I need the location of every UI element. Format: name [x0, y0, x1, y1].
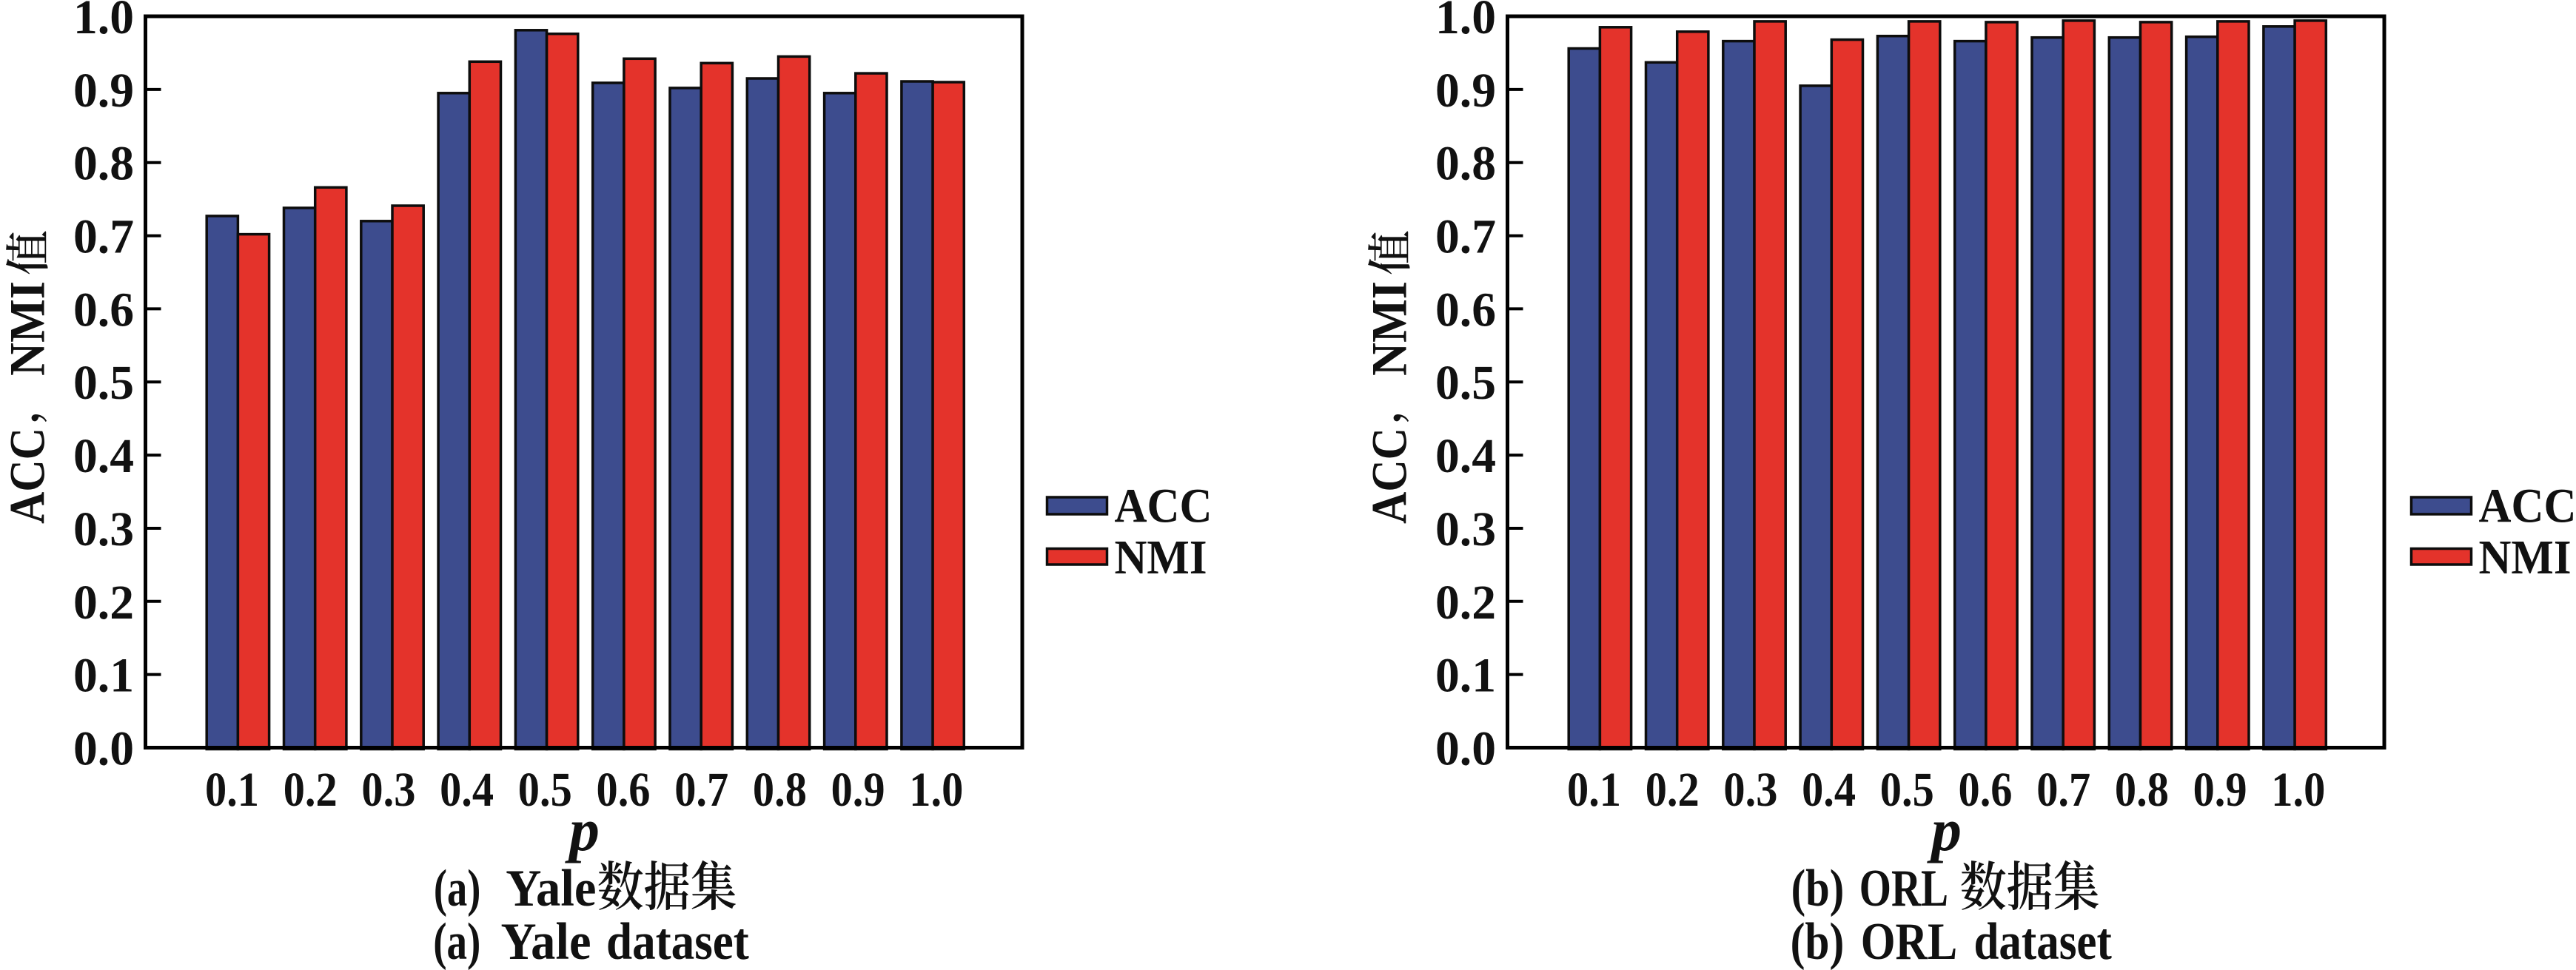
svg-text:0.3: 0.3: [1723, 763, 1777, 817]
svg-text:0.0: 0.0: [1435, 722, 1496, 776]
svg-text:0.9: 0.9: [73, 64, 134, 118]
svg-text:0.7: 0.7: [2036, 763, 2090, 817]
svg-text:(b): (b): [1791, 913, 1845, 970]
svg-text:0.4: 0.4: [73, 429, 134, 483]
svg-text:0.7: 0.7: [674, 763, 728, 817]
svg-text:1.0: 1.0: [1435, 0, 1496, 44]
svg-text:1.0: 1.0: [73, 0, 134, 44]
svg-text:1.0: 1.0: [909, 763, 963, 817]
svg-text:ACC: ACC: [1115, 479, 1212, 533]
svg-text:ORL: ORL: [1859, 860, 1948, 917]
svg-text:p: p: [565, 796, 600, 863]
svg-text:NMI: NMI: [2479, 531, 2572, 585]
svg-text:0.6: 0.6: [73, 283, 134, 337]
svg-text:0.7: 0.7: [1435, 210, 1496, 264]
svg-text:ACC: ACC: [2479, 479, 2576, 533]
svg-text:0.4: 0.4: [1802, 763, 1856, 817]
svg-text:NMI: NMI: [1115, 531, 1207, 585]
svg-text:0.8: 0.8: [753, 763, 807, 817]
svg-text:0.3: 0.3: [73, 502, 134, 556]
svg-text:0.9: 0.9: [831, 763, 885, 817]
svg-text:(a): (a): [434, 860, 481, 917]
svg-text:0.6: 0.6: [1435, 283, 1496, 337]
svg-text:NMI: NMI: [0, 281, 56, 376]
svg-text:(a): (a): [433, 913, 480, 970]
svg-text:0.5: 0.5: [518, 763, 572, 817]
svg-text:0.2: 0.2: [73, 576, 134, 630]
svg-text:0.6: 0.6: [597, 763, 651, 817]
svg-text:p: p: [1927, 796, 1962, 863]
svg-text:0.1: 0.1: [1435, 649, 1496, 703]
svg-text:0.1: 0.1: [205, 763, 259, 817]
svg-text:0.5: 0.5: [1435, 356, 1496, 410]
svg-text:0.6: 0.6: [1959, 763, 2013, 817]
svg-text:ORL: ORL: [1861, 913, 1957, 970]
svg-text:0.1: 0.1: [1567, 763, 1621, 817]
svg-text:ACC: ACC: [1361, 428, 1418, 524]
svg-text:0.3: 0.3: [1435, 502, 1496, 556]
svg-text:0.9: 0.9: [2193, 763, 2247, 817]
svg-text:0.8: 0.8: [73, 137, 134, 191]
svg-text:0.5: 0.5: [1880, 763, 1934, 817]
svg-text:1.0: 1.0: [2271, 763, 2325, 817]
svg-text:0.0: 0.0: [73, 722, 134, 776]
svg-text:0.5: 0.5: [73, 356, 134, 410]
svg-text:0.4: 0.4: [1435, 429, 1496, 483]
svg-text:(b): (b): [1791, 860, 1845, 917]
svg-text:0.2: 0.2: [1435, 576, 1496, 630]
svg-text:0.4: 0.4: [440, 763, 494, 817]
svg-text:dataset: dataset: [1974, 913, 2113, 970]
svg-text:0.8: 0.8: [2115, 763, 2169, 817]
svg-text:0.8: 0.8: [1435, 137, 1496, 191]
svg-text:0.3: 0.3: [361, 763, 415, 817]
svg-text:dataset: dataset: [606, 913, 749, 970]
svg-text:Yale: Yale: [506, 860, 596, 917]
svg-text:ACC: ACC: [0, 428, 56, 524]
svg-text:Yale: Yale: [501, 913, 591, 970]
svg-text:0.1: 0.1: [73, 649, 134, 703]
svg-text:0.2: 0.2: [1646, 763, 1700, 817]
svg-text:0.9: 0.9: [1435, 64, 1496, 118]
svg-text:NMI: NMI: [1361, 281, 1418, 376]
svg-text:0.7: 0.7: [73, 210, 134, 264]
svg-text:0.2: 0.2: [284, 763, 338, 817]
